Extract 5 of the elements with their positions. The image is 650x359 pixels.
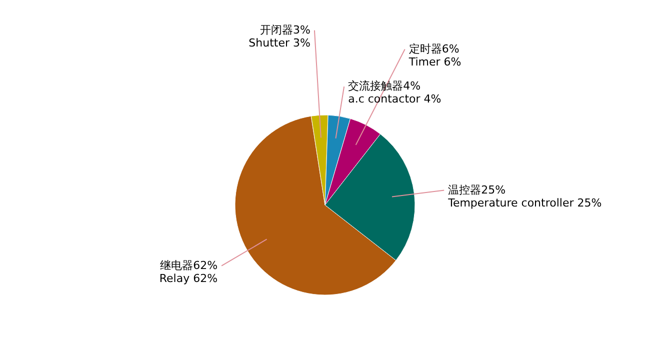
slice-label: 交流接触器4% a.c contactor 4%: [348, 80, 442, 106]
slice-label: 继电器62% Relay 62%: [159, 258, 218, 285]
slice-label: 温控器25% Temperature controller 25%: [447, 183, 602, 210]
slice-label: 定时器6% Timer 6%: [408, 42, 462, 68]
slice-label: 开闭器3% Shutter 3%: [248, 23, 310, 50]
